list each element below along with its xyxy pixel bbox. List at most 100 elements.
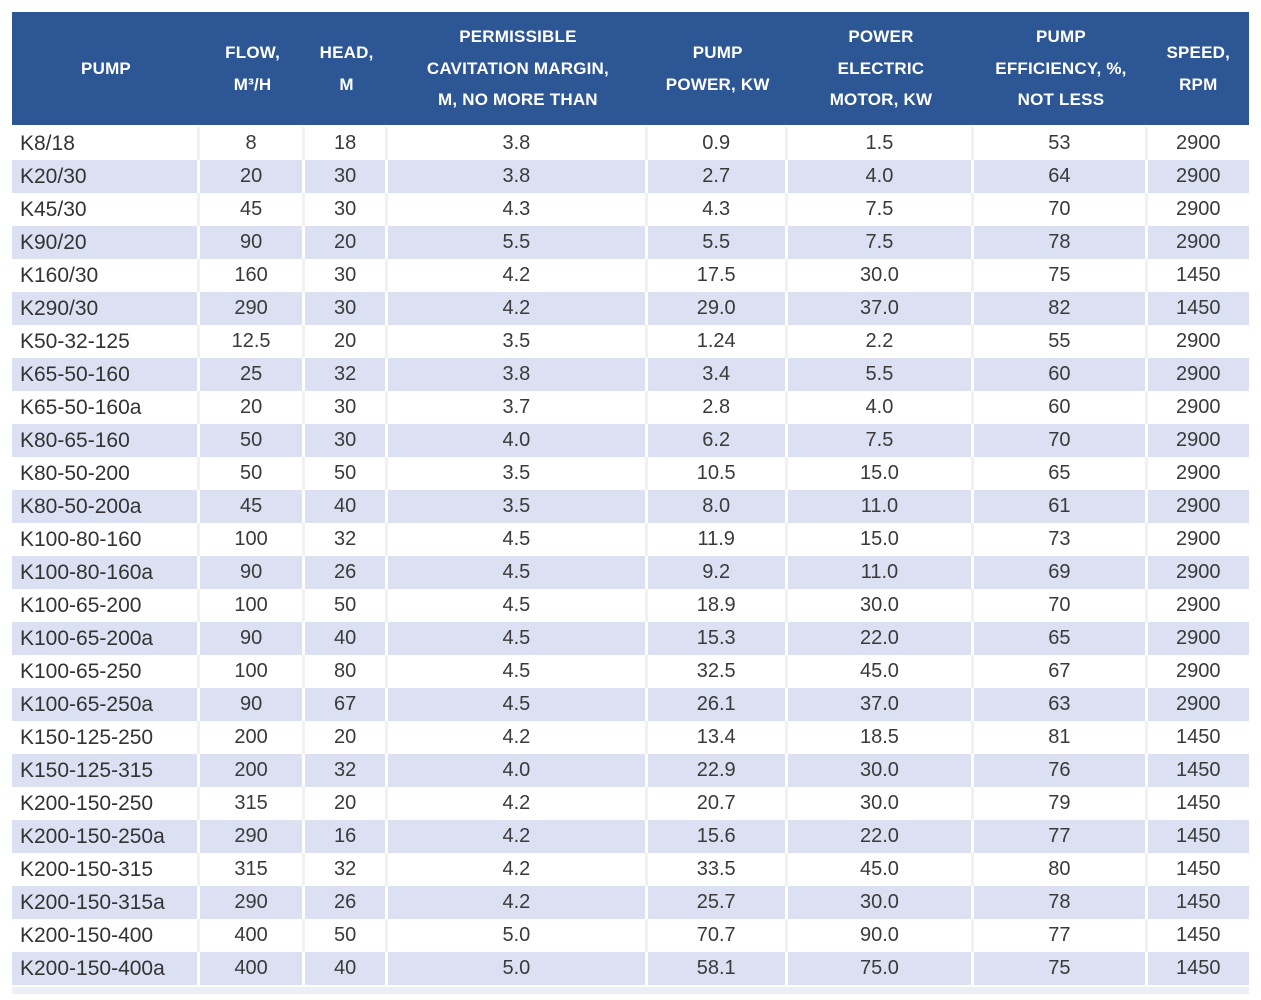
cell-cavitation_margin: 4.5 xyxy=(388,556,648,589)
cell-efficiency: 78 xyxy=(974,886,1148,919)
cell-head: 40 xyxy=(305,622,389,655)
cell-pump: K65-50-160 xyxy=(12,358,201,391)
cell-cavitation_margin: 4.2 xyxy=(388,886,648,919)
cell-pump_power: 11.9 xyxy=(647,523,788,556)
cell-pump_power: 29.0 xyxy=(647,292,788,325)
cell-flow: 90 xyxy=(200,622,306,655)
table-row: K150-125-250 200 20 4.2 13.4 18.5 81 1450 xyxy=(12,721,1249,754)
cell-speed: 2900 xyxy=(1147,391,1249,424)
table-row: K100-80-160 100 32 4.5 11.9 15.0 73 2900 xyxy=(12,523,1249,556)
cell-cavitation_margin: 4.5 xyxy=(388,523,648,556)
table-row: K90/20 90 20 5.5 5.5 7.5 78 2900 xyxy=(12,226,1249,259)
cell-head: 30 xyxy=(305,160,389,193)
cell-pump: K80-50-200 xyxy=(12,457,201,490)
cell-cavitation_margin: 4.2 xyxy=(388,721,648,754)
cell-speed: 2900 xyxy=(1147,226,1249,259)
cell-pump: K100-65-250a xyxy=(12,688,201,721)
cell-flow: 50 xyxy=(200,457,306,490)
cell-pump_power: 33.5 xyxy=(647,853,788,886)
cell-efficiency: 76 xyxy=(974,754,1148,787)
cell-flow: 100 xyxy=(200,655,306,688)
cell-cavitation_margin: 4.2 xyxy=(388,292,648,325)
cell-pump: K200-150-400a xyxy=(12,952,201,985)
cell-pump_power: 15.3 xyxy=(647,622,788,655)
cell-efficiency: 77 xyxy=(974,919,1148,952)
cell-flow: 25 xyxy=(200,358,306,391)
cell-flow: 20 xyxy=(200,391,306,424)
cell-flow: 290 xyxy=(200,886,306,919)
cell-pump_power: 18.9 xyxy=(647,589,788,622)
cell-flow: 200 xyxy=(200,754,306,787)
cell-speed: 2900 xyxy=(1147,688,1249,721)
cell-head: 50 xyxy=(305,457,389,490)
cell-motor_power: 37.0 xyxy=(787,688,975,721)
table-bottom-edge xyxy=(12,987,1249,994)
cell-cavitation_margin: 5.5 xyxy=(388,226,648,259)
cell-pump: K160/30 xyxy=(12,259,201,292)
cell-head: 30 xyxy=(305,391,389,424)
column-header-flow: FLOW, M³/H xyxy=(200,12,306,127)
cell-pump_power: 25.7 xyxy=(647,886,788,919)
cell-head: 30 xyxy=(305,259,389,292)
table-row: K100-65-250 100 80 4.5 32.5 45.0 67 2900 xyxy=(12,655,1249,688)
cell-motor_power: 5.5 xyxy=(787,358,975,391)
cell-pump_power: 0.9 xyxy=(647,127,788,160)
cell-flow: 290 xyxy=(200,820,306,853)
table-row: K160/30 160 30 4.2 17.5 30.0 75 1450 xyxy=(12,259,1249,292)
cell-head: 30 xyxy=(305,424,389,457)
cell-motor_power: 4.0 xyxy=(787,160,975,193)
cell-cavitation_margin: 5.0 xyxy=(388,952,648,985)
column-header-pump_power: PUMP POWER, KW xyxy=(647,12,788,127)
cell-motor_power: 22.0 xyxy=(787,622,975,655)
cell-flow: 290 xyxy=(200,292,306,325)
cell-pump: K100-80-160 xyxy=(12,523,201,556)
cell-head: 30 xyxy=(305,292,389,325)
cell-pump_power: 1.24 xyxy=(647,325,788,358)
cell-head: 26 xyxy=(305,886,389,919)
cell-speed: 1450 xyxy=(1147,721,1249,754)
cell-flow: 400 xyxy=(200,952,306,985)
cell-motor_power: 4.0 xyxy=(787,391,975,424)
cell-efficiency: 55 xyxy=(974,325,1148,358)
cell-head: 40 xyxy=(305,952,389,985)
cell-pump: K20/30 xyxy=(12,160,201,193)
table-row: K100-65-250a 90 67 4.5 26.1 37.0 63 2900 xyxy=(12,688,1249,721)
cell-cavitation_margin: 4.5 xyxy=(388,688,648,721)
cell-head: 20 xyxy=(305,787,389,820)
cell-pump: K200-150-250a xyxy=(12,820,201,853)
table-row: K100-65-200 100 50 4.5 18.9 30.0 70 2900 xyxy=(12,589,1249,622)
cell-speed: 2900 xyxy=(1147,160,1249,193)
cell-speed: 2900 xyxy=(1147,457,1249,490)
cell-pump_power: 10.5 xyxy=(647,457,788,490)
cell-motor_power: 30.0 xyxy=(787,259,975,292)
cell-efficiency: 82 xyxy=(974,292,1148,325)
cell-speed: 2900 xyxy=(1147,655,1249,688)
cell-motor_power: 2.2 xyxy=(787,325,975,358)
cell-motor_power: 11.0 xyxy=(787,490,975,523)
cell-pump: K100-65-200 xyxy=(12,589,201,622)
cell-speed: 2900 xyxy=(1147,325,1249,358)
cell-cavitation_margin: 4.5 xyxy=(388,655,648,688)
cell-head: 20 xyxy=(305,226,389,259)
cell-flow: 100 xyxy=(200,589,306,622)
cell-efficiency: 79 xyxy=(974,787,1148,820)
cell-flow: 315 xyxy=(200,853,306,886)
cell-pump: K100-65-200a xyxy=(12,622,201,655)
cell-efficiency: 70 xyxy=(974,424,1148,457)
cell-speed: 2900 xyxy=(1147,523,1249,556)
table-row: K150-125-315 200 32 4.0 22.9 30.0 76 1450 xyxy=(12,754,1249,787)
cell-efficiency: 67 xyxy=(974,655,1148,688)
cell-efficiency: 64 xyxy=(974,160,1148,193)
cell-flow: 20 xyxy=(200,160,306,193)
cell-pump_power: 2.8 xyxy=(647,391,788,424)
cell-flow: 315 xyxy=(200,787,306,820)
table-row: K200-150-400a 400 40 5.0 58.1 75.0 75 1450 xyxy=(12,952,1249,985)
cell-head: 80 xyxy=(305,655,389,688)
cell-cavitation_margin: 4.2 xyxy=(388,820,648,853)
cell-speed: 1450 xyxy=(1147,820,1249,853)
column-header-motor_power: POWER ELECTRIC MOTOR, KW xyxy=(787,12,975,127)
cell-pump_power: 5.5 xyxy=(647,226,788,259)
cell-motor_power: 15.0 xyxy=(787,457,975,490)
cell-efficiency: 70 xyxy=(974,193,1148,226)
cell-speed: 1450 xyxy=(1147,754,1249,787)
